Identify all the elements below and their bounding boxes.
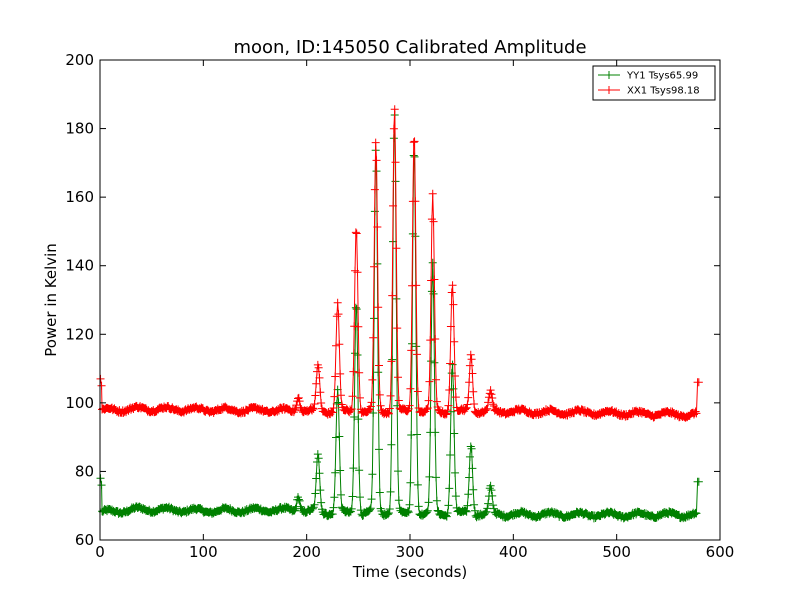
axis-ticks: 0 100 200 300 400 500 600 60 80 100 120 140 160 180 20… bbox=[65, 51, 734, 561]
y-tick-label: 80 bbox=[75, 462, 94, 480]
y-tick-label: 180 bbox=[65, 120, 94, 138]
x-tick-label: 300 bbox=[396, 543, 425, 561]
series-line bbox=[100, 114, 699, 521]
series-markers bbox=[96, 111, 703, 523]
plot-series bbox=[96, 105, 703, 523]
x-tick-label: 100 bbox=[189, 543, 218, 561]
series-2 bbox=[96, 105, 703, 422]
legend-marker bbox=[605, 71, 613, 79]
y-axis-label: Power in Kelvin bbox=[42, 243, 60, 357]
legend-entry: YY1 Tsys65.99 bbox=[598, 71, 698, 82]
point-markers bbox=[96, 105, 703, 422]
legend-entry: XX1 Tsys98.18 bbox=[598, 86, 700, 97]
legend-label: YY1 Tsys65.99 bbox=[626, 71, 698, 82]
x-tick-label: 600 bbox=[706, 543, 735, 561]
series-line bbox=[100, 109, 699, 419]
x-tick-label: 500 bbox=[602, 543, 631, 561]
legend: YY1 Tsys65.99 XX1 Tsys98.18 bbox=[592, 65, 716, 101]
x-tick-label: 0 bbox=[95, 543, 105, 561]
series-markers bbox=[96, 105, 703, 422]
series-1 bbox=[96, 111, 703, 523]
chart-title: moon, ID:145050 Calibrated Amplitude bbox=[233, 37, 586, 58]
point-markers bbox=[96, 111, 703, 523]
y-tick-label: 120 bbox=[65, 325, 94, 343]
y-tick-label: 200 bbox=[65, 51, 94, 69]
legend-label: XX1 Tsys98.18 bbox=[627, 86, 700, 97]
x-axis-label: Time (seconds) bbox=[352, 563, 468, 581]
legend-marker bbox=[605, 86, 613, 94]
x-tick-label: 200 bbox=[292, 543, 321, 561]
y-tick-label: 60 bbox=[75, 531, 94, 549]
x-tick-label: 400 bbox=[499, 543, 528, 561]
plot-frame bbox=[99, 59, 721, 541]
y-tick-label: 100 bbox=[65, 394, 94, 412]
y-tick-label: 140 bbox=[65, 257, 94, 275]
legend-box bbox=[592, 65, 716, 101]
y-tick-label: 160 bbox=[65, 188, 94, 206]
